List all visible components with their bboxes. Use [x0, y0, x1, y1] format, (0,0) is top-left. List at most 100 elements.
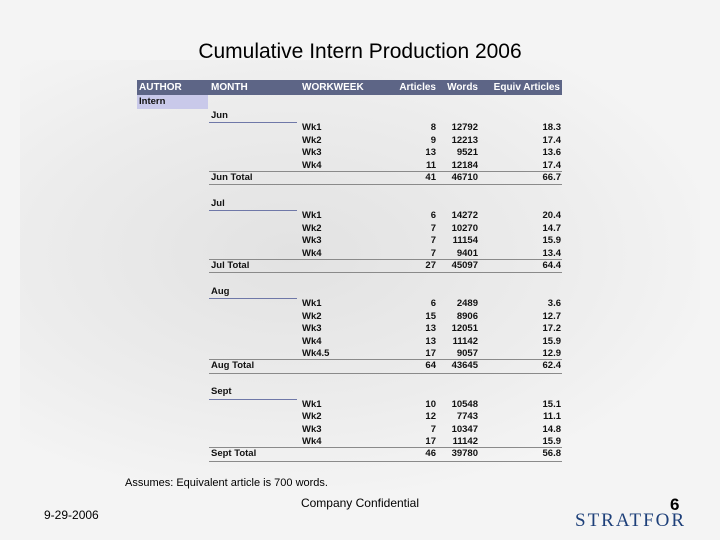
- month: Jul: [211, 198, 225, 209]
- month: Jun: [211, 110, 228, 121]
- workweek: Wk1: [302, 210, 322, 222]
- value: 15.9: [542, 335, 562, 347]
- total-line: [209, 184, 562, 186]
- total-label: Jun Total: [211, 172, 253, 183]
- workweek: Wk3: [302, 423, 322, 435]
- column-header: Equiv Articles: [493, 82, 560, 93]
- confidential: Company Confidential: [300, 496, 420, 510]
- value: 15.9: [542, 235, 562, 247]
- value: 14.8: [542, 423, 562, 435]
- value: 12792: [451, 122, 478, 134]
- workweek: Wk4: [302, 335, 322, 347]
- workweek: Wk2: [302, 134, 322, 146]
- value: 8: [430, 122, 436, 134]
- value: 12213: [451, 134, 478, 146]
- column-header: WORKWEEK: [302, 82, 364, 93]
- date: 9-29-2006: [44, 508, 99, 522]
- value: 12: [425, 411, 436, 423]
- note: Assumes: Equivalent article is 700 words…: [125, 477, 328, 489]
- value: 11142: [452, 436, 478, 447]
- total-value: 46: [425, 448, 436, 460]
- value: 18.3: [542, 122, 562, 134]
- value: 9401: [456, 247, 478, 259]
- table-header: [137, 80, 562, 95]
- total-line: [209, 359, 562, 361]
- value: 15.1: [542, 398, 562, 410]
- value: 10270: [451, 222, 478, 234]
- workweek: Wk1: [302, 122, 322, 134]
- column-header: AUTHOR: [139, 82, 182, 93]
- value: 9521: [456, 147, 478, 159]
- total-value: 64: [425, 360, 436, 372]
- workweek: Wk3: [302, 147, 322, 159]
- value: 7: [430, 423, 436, 435]
- total-value: 39780: [451, 448, 478, 460]
- value: 10: [425, 398, 436, 410]
- value: 13: [425, 147, 436, 159]
- column-header: Words: [447, 82, 478, 93]
- value: 15: [425, 310, 436, 322]
- logo: STRATFOR: [575, 510, 687, 531]
- month-underline: [209, 122, 297, 124]
- total-value: 62.4: [542, 360, 562, 372]
- value: 8906: [456, 310, 478, 322]
- value: 17.2: [542, 323, 562, 335]
- value: 14272: [451, 210, 478, 222]
- month-underline: [209, 398, 297, 400]
- total-line: [209, 447, 562, 449]
- value: 12.9: [542, 348, 562, 359]
- slide-title: Cumulative Intern Production 2006: [198, 40, 522, 63]
- workweek: Wk4: [302, 247, 322, 259]
- value: 13: [425, 323, 436, 335]
- workweek: Wk3: [302, 323, 322, 335]
- month-underline: [209, 298, 297, 300]
- workweek: Wk2: [302, 222, 322, 234]
- total-line: [209, 259, 562, 260]
- value: 2489: [456, 298, 478, 310]
- workweek: Wk4.5: [302, 348, 330, 359]
- workweek: Wk1: [302, 298, 322, 310]
- month: Aug: [211, 286, 230, 297]
- total-line: [209, 171, 562, 172]
- total-value: 64.4: [542, 260, 562, 271]
- workweek: Wk4: [302, 159, 322, 171]
- author-cell: [137, 95, 208, 109]
- workweek: Wk3: [302, 235, 322, 247]
- value: 7: [430, 235, 436, 247]
- value: 7743: [456, 411, 478, 423]
- value: 17: [425, 436, 436, 447]
- value: 10347: [451, 423, 478, 435]
- workweek: Wk2: [302, 310, 322, 322]
- author: Intern: [139, 96, 166, 107]
- value: 9: [430, 134, 436, 146]
- value: 12051: [451, 323, 478, 335]
- value: 12.7: [542, 310, 562, 322]
- value: 11154: [452, 235, 478, 247]
- column-header: Articles: [399, 82, 436, 93]
- page-number: 6: [670, 495, 680, 514]
- value: 17: [425, 348, 436, 359]
- total-line: [209, 272, 562, 274]
- value: 14.7: [542, 222, 562, 234]
- value: 15.9: [542, 436, 562, 447]
- value: 13.6: [542, 147, 562, 159]
- value: 9057: [456, 348, 478, 359]
- total-line: [209, 460, 562, 462]
- value: 6: [430, 298, 436, 310]
- value: 17.4: [542, 134, 562, 146]
- value: 13: [425, 335, 436, 347]
- total-value: 43645: [451, 360, 478, 372]
- workweek: Wk2: [302, 411, 322, 423]
- total-value: 45097: [451, 260, 478, 271]
- total-value: 66.7: [542, 172, 562, 183]
- value: 10548: [451, 398, 478, 410]
- background-map: [20, 60, 700, 490]
- value: 6: [430, 210, 436, 222]
- value: 3.6: [547, 298, 561, 310]
- total-value: 46710: [451, 172, 478, 183]
- total-label: Aug Total: [211, 360, 255, 372]
- value: 12184: [451, 159, 478, 171]
- total-value: 56.8: [542, 448, 562, 460]
